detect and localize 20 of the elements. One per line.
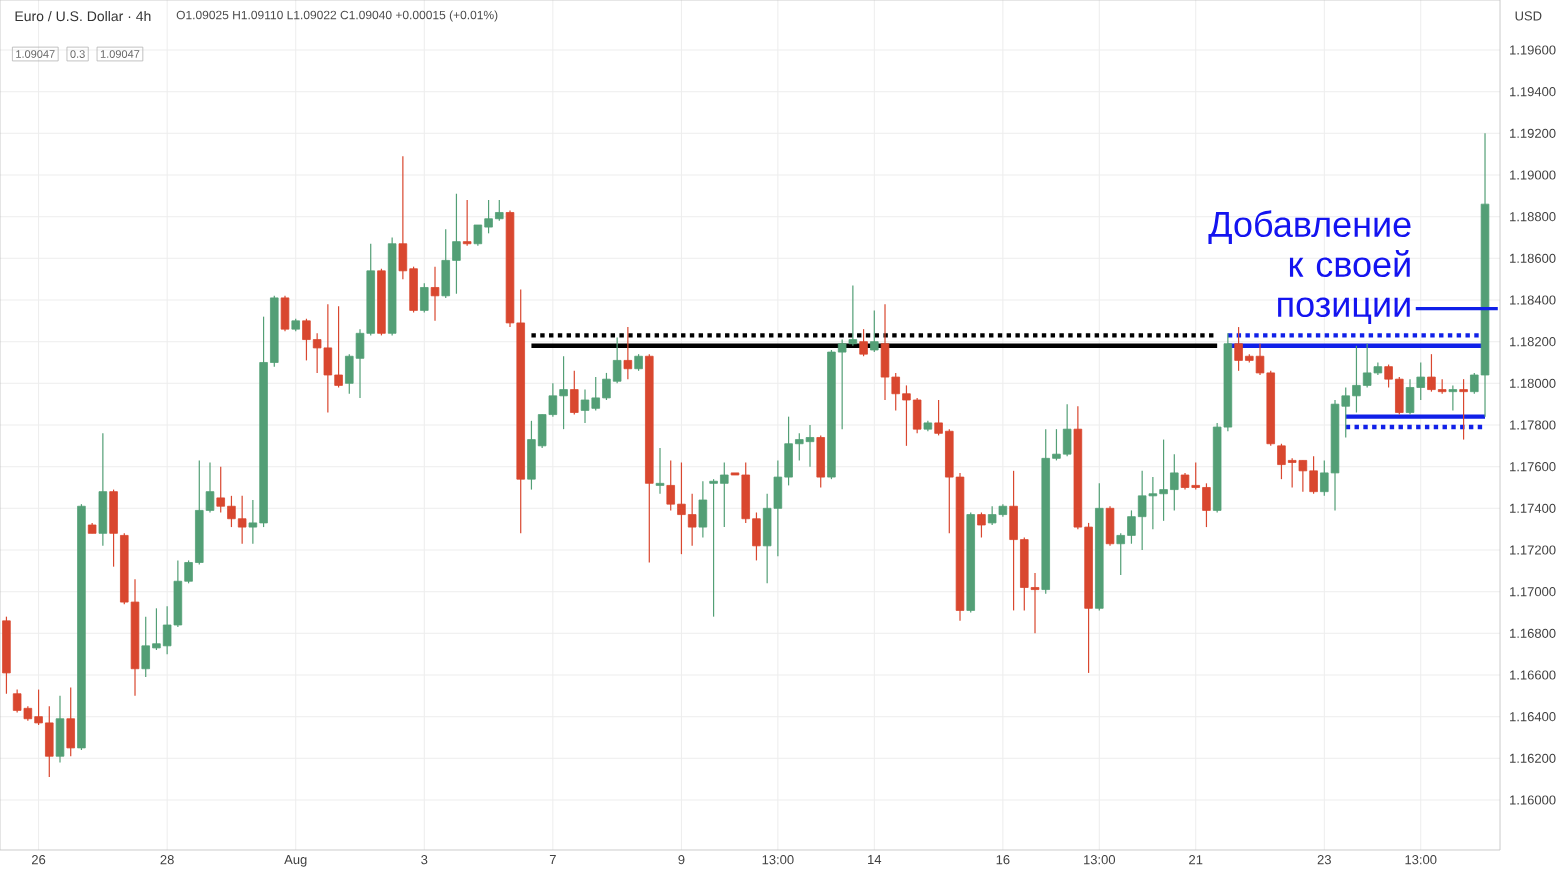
candlestick [698,480,708,539]
candlestick [859,328,868,357]
candlestick [55,695,65,764]
candlestick [1459,378,1468,441]
candlestick [816,434,825,489]
candlestick [870,309,879,353]
candlestick [462,199,472,247]
candlestick [570,370,579,416]
candlestick [623,326,633,380]
candlestick [1105,505,1115,547]
candlestick [1448,384,1458,412]
candlestick [109,488,118,568]
candlestick [280,295,290,332]
candlestick [420,282,429,314]
candlestick [655,447,665,495]
candlestick [430,266,440,322]
candlestick [98,432,108,547]
annotation: Добавление к своей позиции [1208,210,1411,324]
candlestick [977,511,986,539]
candlestick [66,686,75,757]
